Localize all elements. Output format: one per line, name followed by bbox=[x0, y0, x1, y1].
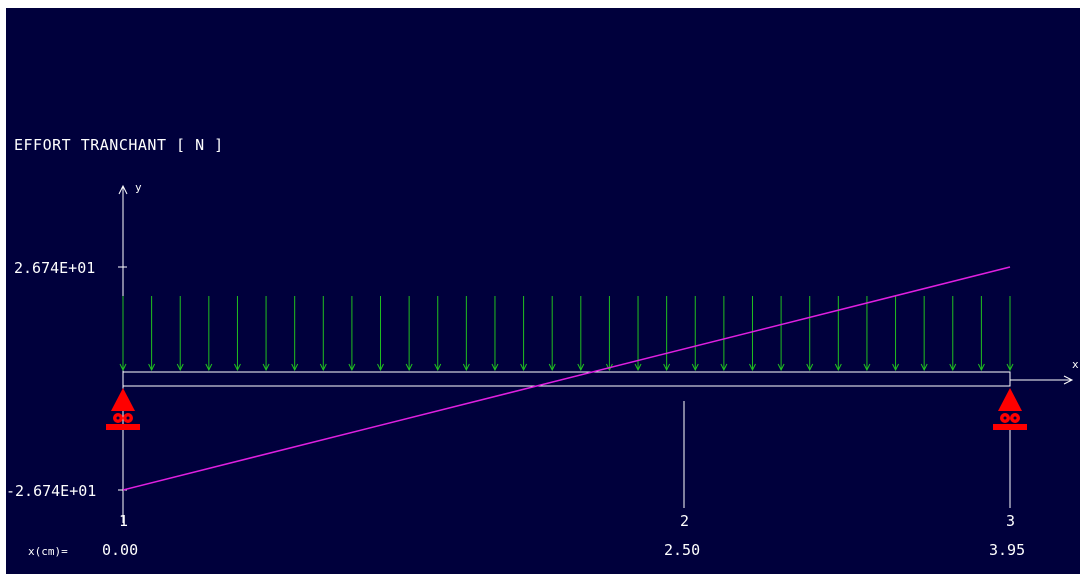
shear-force-diagram: y x 2.674E+01 -2.674E+01 bbox=[6, 181, 1079, 559]
load-arrow-head-icon bbox=[262, 363, 270, 372]
load-arrow-head-icon bbox=[176, 363, 184, 372]
node-x-1: 0.00 bbox=[102, 541, 138, 559]
node-id-3: 3 bbox=[1006, 512, 1015, 530]
node-x-3: 3.95 bbox=[989, 541, 1025, 559]
node-id-2: 2 bbox=[680, 512, 689, 530]
load-arrow-head-icon bbox=[977, 363, 985, 372]
load-arrow-head-icon bbox=[949, 363, 957, 372]
support-right-icon bbox=[993, 388, 1027, 430]
load-arrow-head-icon bbox=[892, 363, 899, 372]
load-arrow-head-icon bbox=[1006, 363, 1014, 372]
y-axis-arrow bbox=[118, 184, 128, 195]
load-arrow-head-icon bbox=[291, 363, 299, 372]
load-arrow-head-icon bbox=[863, 363, 871, 372]
x-axis-label: x bbox=[1072, 358, 1079, 371]
load-arrow-head-icon bbox=[205, 363, 213, 372]
load-arrow-head-icon bbox=[462, 363, 470, 372]
load-arrow-head-icon bbox=[119, 363, 127, 372]
x-axis-arrow bbox=[1063, 375, 1074, 385]
load-arrow-head-icon bbox=[920, 363, 928, 372]
load-arrow-head-icon bbox=[605, 363, 613, 372]
shear-force-line bbox=[122, 266, 1011, 491]
load-arrow-head-icon bbox=[663, 363, 671, 372]
load-arrow-head-icon bbox=[691, 363, 699, 372]
load-arrow-head-icon bbox=[348, 363, 356, 372]
load-arrow-head-icon bbox=[634, 363, 642, 372]
load-arrow-head-icon bbox=[834, 363, 842, 372]
support-left-icon bbox=[106, 388, 140, 430]
load-arrow-head-icon bbox=[806, 363, 814, 372]
load-arrow-head-icon bbox=[319, 363, 327, 372]
load-arrow-head-icon bbox=[491, 363, 499, 372]
beam bbox=[122, 371, 1011, 387]
load-arrow-head-icon bbox=[405, 363, 413, 372]
load-arrow-head-icon bbox=[777, 363, 785, 372]
node-id-1: 1 bbox=[119, 512, 128, 530]
load-arrow-head-icon bbox=[434, 363, 442, 372]
diagram-screen: EFFORT TRANCHANT [ N ] y x 2.674E+01 -2.… bbox=[6, 8, 1080, 574]
y-tick-label-top: 2.674E+01 bbox=[14, 259, 95, 277]
load-arrow-head-icon bbox=[234, 363, 241, 372]
x-prefix-label: x(cm)= bbox=[28, 545, 68, 558]
y-tick-label-bottom: -2.674E+01 bbox=[6, 482, 96, 500]
distributed-load bbox=[119, 296, 1014, 372]
y-axis-label: y bbox=[135, 181, 142, 194]
load-arrow-head-icon bbox=[148, 363, 156, 372]
load-arrow-head-icon bbox=[548, 363, 556, 372]
load-arrow-head-icon bbox=[720, 363, 728, 372]
load-arrow-head-icon bbox=[377, 363, 384, 372]
load-arrow-head-icon bbox=[577, 363, 585, 372]
load-arrow-head-icon bbox=[520, 363, 528, 372]
load-arrow-head-icon bbox=[749, 363, 756, 372]
chart-title: EFFORT TRANCHANT [ N ] bbox=[14, 136, 224, 154]
node-x-2: 2.50 bbox=[664, 541, 700, 559]
